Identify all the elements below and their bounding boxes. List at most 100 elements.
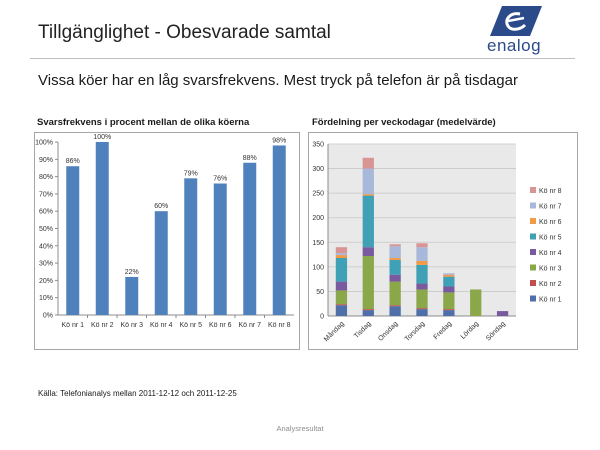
stacked-bar-segment: [443, 309, 455, 311]
source-note: Källa: Telefonianalys mellan 2011-12-12 …: [38, 389, 237, 398]
data-label: 86%: [66, 158, 80, 165]
slide-subtitle: Vissa köer har en låg svarsfrekvens. Mes…: [38, 72, 518, 89]
data-label: 98%: [272, 137, 286, 144]
stacked-bar-segment: [416, 264, 428, 284]
bar: [213, 183, 227, 315]
y-tick-label: 70%: [39, 191, 53, 198]
legend-swatch: [530, 280, 536, 286]
data-label: 22%: [125, 269, 139, 276]
stacked-bar-segment: [389, 274, 401, 282]
data-label: 88%: [243, 155, 257, 162]
stacked-bar-segment: [335, 253, 348, 256]
legend-swatch: [530, 187, 536, 193]
y-tick-label: 40%: [39, 243, 53, 250]
stacked-bar-segment: [416, 260, 428, 265]
stacked-bar-segment: [362, 195, 374, 248]
y-tick-label: 300: [312, 166, 324, 173]
x-tick-label: Kö nr 5: [179, 322, 202, 329]
bar: [154, 211, 168, 315]
stacked-bar-segment: [389, 259, 401, 275]
legend-label: Kö nr 3: [539, 266, 562, 273]
legend-label: Kö nr 2: [539, 281, 562, 288]
stacked-bar-segment: [362, 194, 374, 196]
data-label: 79%: [184, 170, 198, 177]
y-tick-label: 50%: [39, 226, 53, 233]
legend-swatch: [530, 233, 536, 240]
footer-text: Analysresultat: [276, 424, 324, 433]
y-tick-label: 0: [320, 314, 324, 321]
answer-rate-chart: 0% 10% 20% 30% 40% 50% 60% 70% 80% 90% 100% 86% Kö n…: [34, 132, 300, 350]
stacked-bar-segment: [362, 168, 374, 195]
legend-swatch: [530, 264, 536, 271]
x-tick-label: Kö nr 2: [91, 322, 114, 329]
y-tick-label: 60%: [39, 209, 53, 216]
y-tick-label: 250: [312, 191, 324, 198]
stacked-bar-segment: [443, 274, 455, 277]
stacked-bar-segment: [416, 283, 428, 290]
stacked-bar-segment: [416, 247, 428, 261]
y-tick-label: 80%: [39, 174, 53, 181]
stacked-bar-segment: [389, 246, 401, 259]
stacked-bar-segment: [389, 244, 401, 247]
data-label: 60%: [154, 203, 168, 210]
enalog-logo-icon: [490, 6, 542, 36]
stacked-bar-segment: [470, 289, 482, 316]
y-tick-label: 150: [312, 240, 324, 247]
bar: [243, 162, 257, 315]
legend-swatch: [530, 249, 536, 255]
x-tick-label: Kö nr 7: [238, 322, 261, 329]
y-tick-label: 350: [312, 142, 324, 149]
stacked-bar-segment: [443, 310, 455, 316]
bar: [125, 276, 139, 315]
stacked-bar-segment: [335, 305, 348, 316]
stacked-bar-segment: [362, 256, 374, 310]
stacked-bar-segment: [335, 258, 348, 282]
legend-label: Kö nr 7: [539, 204, 562, 211]
legend-label: Kö nr 1: [539, 297, 562, 304]
stacked-bar-segment: [416, 289, 428, 309]
x-tick-label: Kö nr 6: [209, 322, 232, 329]
x-tick-label: Kö nr 8: [268, 322, 291, 329]
stacked-bar-segment: [389, 305, 401, 307]
legend-label: Kö nr 6: [539, 219, 562, 226]
logo-text: enalog: [487, 36, 542, 55]
stacked-bar-segment: [389, 306, 401, 316]
x-tick-label: Kö nr 3: [120, 322, 143, 329]
stacked-bar-segment: [416, 309, 428, 316]
stacked-bar-segment: [443, 292, 455, 310]
stacked-bar-segment: [496, 311, 509, 316]
page-title: Tillgänglighet - Obesvarade samtal: [38, 22, 331, 43]
legend-swatch: [530, 295, 536, 302]
stacked-bar-segment: [335, 255, 348, 259]
y-tick-label: 100%: [35, 140, 53, 147]
bar: [95, 142, 109, 315]
stacked-bar-segment: [335, 290, 348, 305]
header-divider: [30, 58, 575, 59]
x-tick-label: Kö nr 4: [150, 322, 173, 329]
y-tick-label: 100: [312, 264, 324, 271]
bar: [184, 178, 198, 315]
bar: [66, 166, 80, 315]
stacked-bar-segment: [362, 157, 374, 169]
y-tick-label: 0%: [43, 313, 53, 320]
stacked-bar-segment: [335, 304, 348, 306]
stacked-bar-segment: [443, 286, 455, 293]
stacked-bar-segment: [335, 247, 348, 254]
y-tick-label: 20%: [39, 278, 53, 285]
stacked-bar-segment: [416, 243, 428, 248]
stacked-bar-segment: [443, 273, 455, 275]
y-tick-label: 200: [312, 215, 324, 222]
legend-swatch: [530, 218, 536, 224]
chart-title-svarsfrekvens: Svarsfrekvens i procent mellan de olika …: [37, 117, 250, 128]
stacked-bar-segment: [362, 309, 374, 311]
stacked-bar-segment: [416, 308, 428, 310]
legend-label: Kö nr 4: [539, 250, 562, 257]
stacked-bar-segment: [389, 281, 401, 306]
data-label: 100%: [93, 134, 111, 141]
stacked-bar-segment: [362, 310, 374, 316]
data-label: 76%: [213, 176, 227, 183]
bar: [272, 145, 286, 315]
y-tick-label: 90%: [39, 157, 53, 164]
stacked-bar-segment: [389, 258, 401, 260]
